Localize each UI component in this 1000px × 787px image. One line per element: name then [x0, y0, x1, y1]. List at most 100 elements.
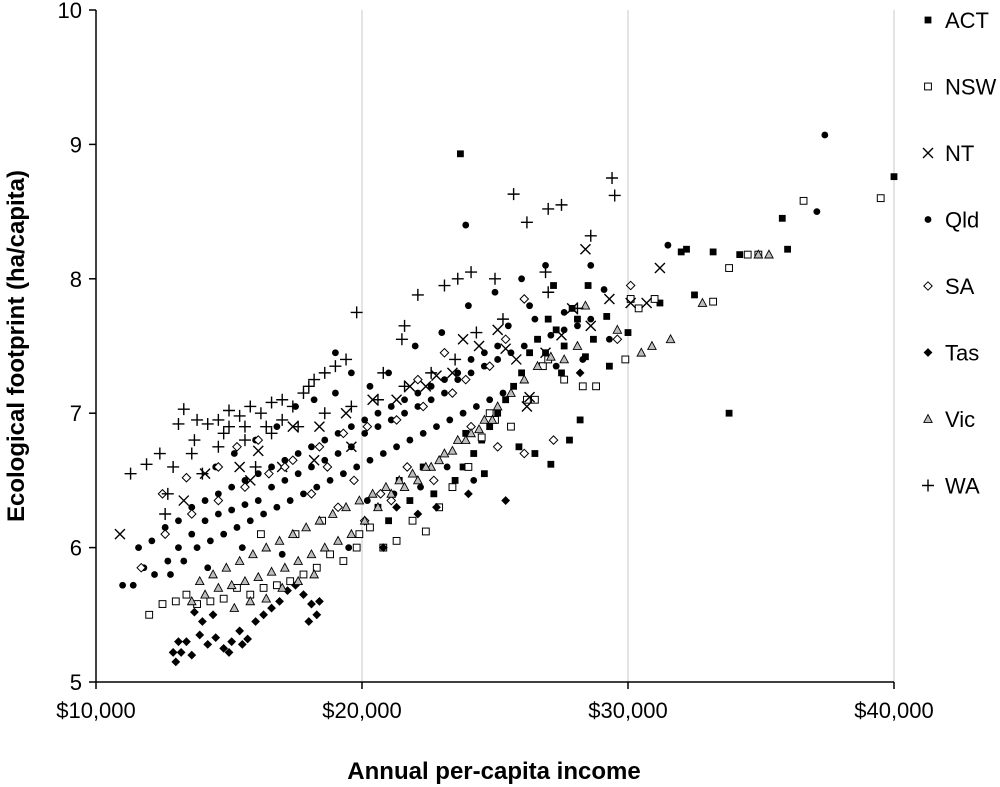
wa-point — [167, 460, 180, 473]
qld-point — [310, 396, 318, 404]
sa-point — [412, 374, 423, 385]
act-point — [451, 477, 459, 484]
qld-point — [401, 396, 408, 404]
nsw-point — [145, 610, 154, 619]
legend-marker-sa — [923, 281, 933, 291]
act-point — [784, 245, 791, 253]
legend-item-nsw: NSW — [924, 75, 997, 100]
series-qld — [119, 131, 829, 589]
legend-label-act: ACT — [945, 8, 989, 33]
vic-point — [506, 387, 516, 397]
qld-point — [499, 389, 507, 397]
vic-point — [194, 575, 205, 586]
tas-point — [219, 644, 229, 653]
sa-point — [263, 468, 274, 479]
qld-point — [281, 477, 289, 484]
vic-point — [253, 571, 264, 582]
qld-point — [339, 470, 347, 478]
nt-point — [641, 297, 653, 309]
wa-point — [451, 272, 464, 285]
series-sa — [136, 280, 636, 573]
vic-point — [545, 351, 556, 361]
legend-item-nt: NT — [922, 141, 974, 166]
sa-point — [322, 462, 333, 472]
vic-point — [293, 575, 304, 586]
vic-point — [572, 340, 583, 350]
qld-point — [273, 503, 281, 511]
vic-point — [479, 414, 490, 424]
qld-point — [246, 517, 254, 525]
qld-point — [387, 416, 395, 424]
vic-point — [314, 515, 325, 525]
qld-point — [587, 315, 595, 323]
wa-point — [350, 306, 363, 319]
qld-point — [268, 483, 275, 491]
sa-point — [625, 280, 636, 291]
qld-point — [363, 497, 371, 504]
wa-point — [233, 409, 246, 422]
nsw-point — [326, 550, 334, 559]
qld-point — [574, 322, 581, 330]
wa-point — [539, 266, 552, 279]
wa-point — [555, 198, 568, 211]
vic-point — [354, 495, 365, 505]
qld-point — [520, 342, 528, 350]
sa-point — [306, 488, 317, 499]
qld-point — [480, 349, 488, 357]
sa-point — [338, 428, 349, 439]
vic-point — [274, 535, 285, 545]
tas-point — [259, 610, 268, 620]
nsw-point — [876, 194, 885, 203]
qld-point — [228, 483, 236, 491]
qld-point — [188, 503, 196, 511]
act-point — [385, 517, 392, 525]
nsw-point — [206, 597, 215, 606]
nt-point — [585, 320, 597, 332]
nt-point — [430, 370, 442, 382]
vic-point — [261, 593, 272, 603]
vic-point — [247, 548, 258, 559]
wa-point — [223, 404, 235, 417]
nt-point — [579, 243, 591, 255]
vic-point — [519, 374, 530, 384]
qld-point — [411, 342, 419, 350]
qld-point — [347, 369, 355, 377]
nt-point — [654, 262, 666, 274]
vic-point — [407, 468, 418, 478]
wa-point — [395, 333, 408, 346]
nsw-point — [634, 304, 643, 313]
act-point — [510, 382, 518, 390]
wa-point — [398, 319, 411, 332]
qld-point — [268, 463, 275, 471]
nsw-point — [464, 463, 473, 471]
qld-point — [361, 416, 369, 424]
wa-point — [465, 266, 478, 279]
qld-point — [135, 544, 142, 551]
wa-point — [238, 420, 251, 433]
sa-point — [333, 502, 343, 513]
qld-point — [334, 429, 342, 437]
nsw-point — [299, 570, 308, 579]
qld-point — [472, 403, 480, 410]
tas-point — [171, 657, 181, 667]
qld-point — [193, 544, 201, 551]
vic-point — [612, 324, 623, 334]
legend: ACT NSW NT Qld SA Tas Vic WA — [922, 8, 997, 499]
qld-point — [587, 261, 595, 269]
qld-point — [414, 389, 422, 397]
tas-point — [413, 509, 423, 519]
qld-point — [813, 208, 821, 216]
vic-point — [279, 562, 290, 572]
tas-point — [312, 610, 322, 620]
vic-point — [753, 249, 764, 259]
legend-item-wa: WA — [922, 474, 980, 499]
tas-point — [198, 617, 207, 626]
x-tick-label: $10,000 — [56, 698, 136, 723]
legend-item-tas: Tas — [923, 341, 979, 366]
qld-point — [345, 544, 353, 551]
x-tick-label: $20,000 — [322, 698, 402, 723]
wa-point — [318, 407, 331, 420]
qld-point — [507, 349, 515, 357]
y-tick-label: 5 — [70, 670, 82, 695]
wa-point — [606, 172, 619, 184]
